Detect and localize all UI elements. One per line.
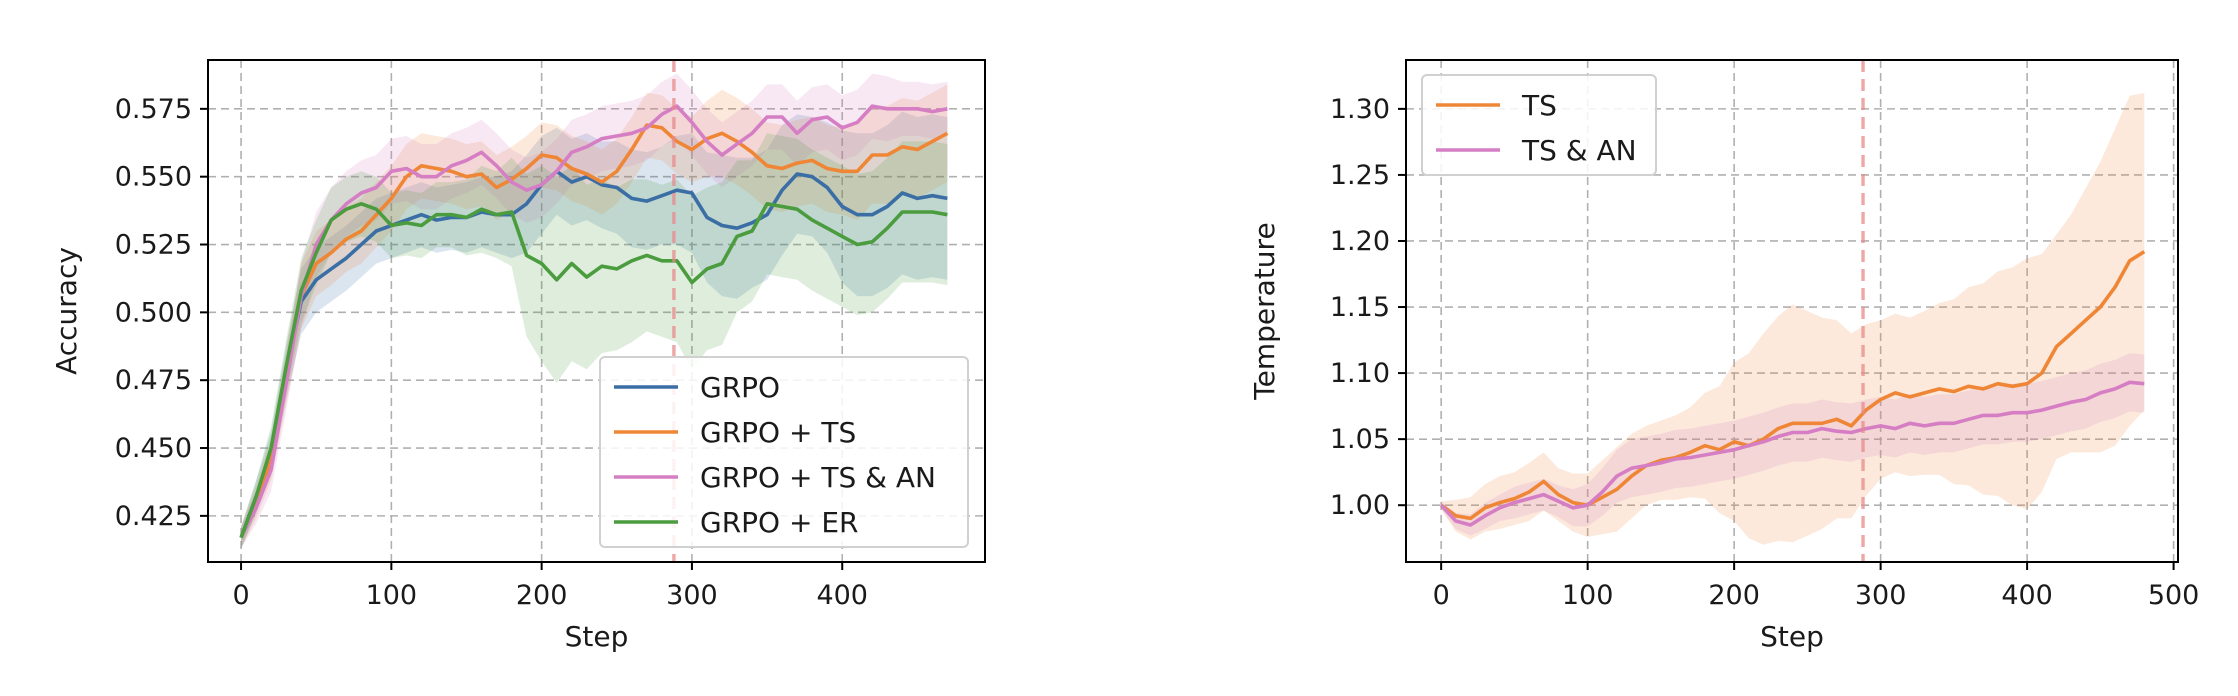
series-band-grpo-ts	[241, 84, 948, 549]
y-tick-label: 1.10	[1330, 358, 1390, 389]
series-line-grpo-er	[239, 202, 948, 539]
legend-entry: GRPO	[700, 371, 780, 404]
series-band-grpo-er	[241, 133, 948, 549]
y-tick-label: 1.30	[1330, 94, 1390, 125]
x-tick-label: 200	[1708, 580, 1760, 611]
series-band-grpo-ts-an	[241, 73, 948, 549]
x-tick-label: 0	[232, 580, 249, 611]
y-tick-label: 1.20	[1330, 226, 1390, 257]
accuracy-chart: 0 100 200 300 400 0.425 0.450 0.475 0.500 0.525 0.…	[50, 59, 986, 653]
series-line-grpo-ts-an	[239, 104, 948, 539]
y-tick-label: 0.450	[115, 433, 192, 464]
y-tick-label: 0.550	[115, 162, 192, 193]
y-tick-label: 1.00	[1330, 490, 1390, 521]
x-tick-label: 0	[1433, 580, 1450, 611]
y-tick-label: 1.05	[1330, 424, 1390, 455]
temperature-chart: 0 100 200 300 400 500 1.00 1.05 1.10 1.15 1.20 1.25…	[1248, 59, 2200, 653]
x-axis-label: Step	[565, 620, 629, 653]
x-tick-label: 400	[816, 580, 868, 611]
legend-entry: GRPO + TS & AN	[700, 461, 936, 494]
y-tick-label: 1.25	[1330, 160, 1390, 191]
legend-entry: TS	[1521, 89, 1557, 122]
y-tick-label: 0.525	[115, 230, 192, 261]
y-tick-label: 0.425	[115, 501, 192, 532]
y-axis-label: Accuracy	[50, 247, 83, 375]
y-axis-label: Temperature	[1248, 222, 1281, 400]
series-line-ts-an	[1439, 380, 2145, 527]
y-tick-label: 0.500	[115, 297, 192, 328]
y-tick-label: 0.575	[115, 94, 192, 125]
series-line-grpo-ts	[239, 123, 949, 539]
legend: TS TS & AN	[1421, 74, 1657, 176]
legend-entry: TS & AN	[1521, 134, 1637, 167]
y-tick-label: 0.475	[115, 365, 192, 396]
x-tick-label: 100	[1562, 580, 1614, 611]
x-axis-label: Step	[1760, 620, 1824, 653]
y-tick-label: 1.15	[1330, 292, 1390, 323]
series-line-grpo	[239, 169, 948, 539]
x-tick-label: 100	[366, 580, 418, 611]
axes-frame	[207, 59, 986, 563]
axes-frame	[1405, 59, 2179, 563]
x-tick-label: 500	[2148, 580, 2200, 611]
x-tick-label: 200	[516, 580, 568, 611]
series-band-grpo	[241, 111, 948, 549]
legend-entry: GRPO + TS	[700, 416, 856, 449]
legend-entry: GRPO + ER	[700, 506, 858, 539]
legend: GRPO GRPO + TS GRPO + TS & AN GRPO + ER	[599, 356, 969, 548]
plot-area	[1439, 93, 2146, 545]
x-tick-label: 300	[1855, 580, 1907, 611]
series-line-ts	[1440, 250, 2146, 521]
grid	[1406, 60, 2178, 562]
legend-frame	[599, 356, 969, 548]
x-tick-label: 400	[2001, 580, 2053, 611]
x-tick-label: 300	[666, 580, 718, 611]
plot-area	[239, 73, 949, 549]
series-band-ts	[1441, 93, 2145, 545]
